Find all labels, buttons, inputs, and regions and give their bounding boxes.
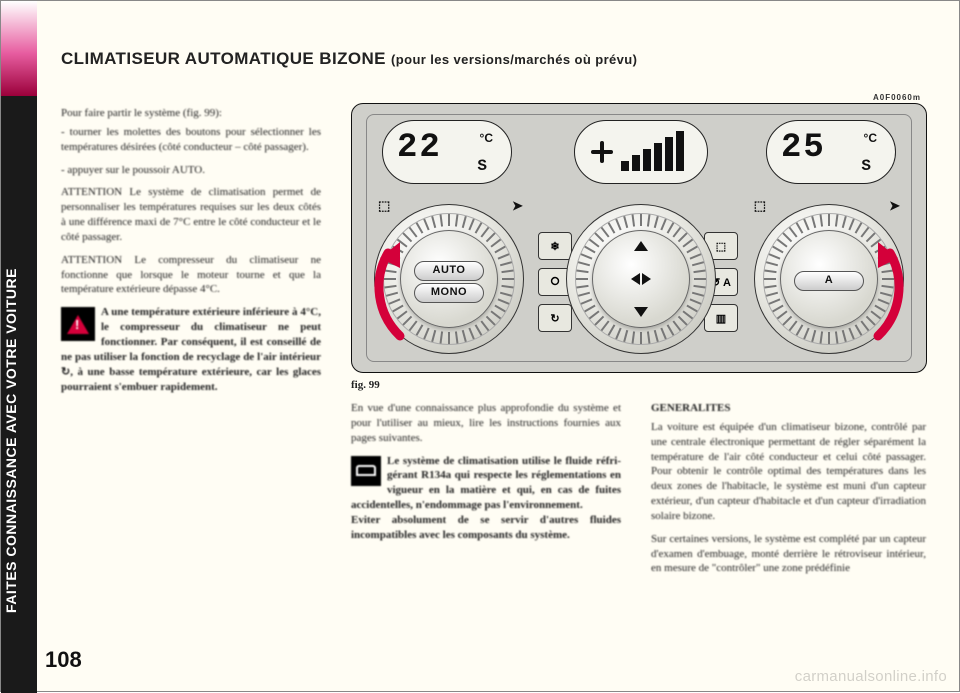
col1-p: - appuyer sur le poussoir AUTO.: [61, 163, 321, 178]
dial-right: A: [754, 204, 904, 354]
col1-p: ATTENTION Le système de climatisation pe…: [61, 185, 321, 244]
manual-page: FAITES CONNAISSANCE AVEC VOTRE VOITURE 1…: [0, 0, 960, 692]
defrost-glyph: ⬚: [378, 198, 390, 214]
arrow-up-icon: [634, 241, 648, 251]
lcd-left-unit: °C: [480, 131, 493, 145]
col2-intro: En vue d'une connaissance plus appro­fon…: [351, 401, 621, 446]
col1-p: Pour faire partir le système (fig. 99):: [61, 106, 321, 121]
title-main: CLIMATISEUR AUTOMATIQUE BIZONE: [61, 49, 386, 68]
lcd-left-sub: S: [477, 157, 487, 175]
lcd-mid: [574, 120, 708, 184]
arrow-down-icon: [634, 307, 648, 317]
fan-icon: [589, 139, 615, 165]
lcd-right-digits: 25: [781, 129, 826, 167]
col1-p: ATTENTION Le compresseur du clima­tiseur…: [61, 253, 321, 298]
vent2-glyph: ➤: [889, 198, 900, 214]
dial-mid: [566, 204, 716, 354]
col1-p: - tourner les molettes des boutons pour …: [61, 125, 321, 155]
col1-warning: A une température exté­rieure inférieure…: [61, 305, 321, 394]
dial-left: AUTO MONO: [374, 204, 524, 354]
vent-glyph: ➤: [512, 198, 523, 214]
dial-left-mono-label: MONO: [431, 286, 467, 298]
column-3: GENERALITES La voiture est équipée d'un …: [651, 401, 926, 584]
defrost2-glyph: ⬚: [754, 198, 766, 214]
lcd-right: 25 °C S: [766, 120, 896, 184]
lcd-left: 22 °C S: [382, 120, 512, 184]
col3-p2: Sur certaines versions, le système est c…: [651, 532, 926, 577]
spine: FAITES CONNAISSANCE AVEC VOTRE VOITURE: [1, 1, 37, 693]
lcd-right-unit: °C: [864, 131, 877, 145]
dial-right-label: A: [825, 274, 833, 286]
climate-panel: 22 °C S 25 °C S ❄ ⭘ ↻ ⬚ ↺ A ▥: [351, 103, 927, 373]
figure-code: A0F0060m: [873, 93, 921, 102]
col3-p1: La voiture est équipée d'un climatiseur …: [651, 420, 926, 524]
dial-left-auto-label: AUTO: [433, 264, 466, 276]
fan-bars: [621, 131, 684, 171]
lcd-right-sub: S: [861, 157, 871, 175]
recirc-icon: ↻: [538, 304, 572, 332]
col2-warn-text: Le système de climatisa­tion utilise le …: [351, 454, 621, 543]
spine-gradient: [1, 1, 37, 96]
lcd-left-digits: 22: [397, 129, 442, 167]
col3-heading: GENERALITES: [651, 401, 926, 416]
title-sub: (pour les versions/marchés où prévu): [391, 52, 637, 67]
column-1: Pour faire partir le système (fig. 99): -…: [61, 106, 321, 402]
arrow-lr-icon: [631, 273, 651, 285]
page-title: CLIMATISEUR AUTOMATIQUE BIZONE (pour les…: [61, 49, 637, 69]
column-2: En vue d'une connaissance plus appro­fon…: [351, 401, 621, 551]
watermark: carmanualsonline.info: [795, 668, 947, 685]
col1-warn-text: A une température exté­rieure inférieure…: [61, 305, 321, 394]
triangle-warning-icon: [61, 307, 95, 341]
snow-icon: ❄: [538, 232, 572, 260]
car-warning-icon: [351, 456, 381, 486]
page-number: 108: [45, 647, 82, 673]
spine-text: FAITES CONNAISSANCE AVEC VOTRE VOITURE: [3, 268, 19, 613]
figure-label: fig. 99: [351, 379, 380, 391]
col2-warning: Le système de climatisa­tion utilise le …: [351, 454, 621, 543]
